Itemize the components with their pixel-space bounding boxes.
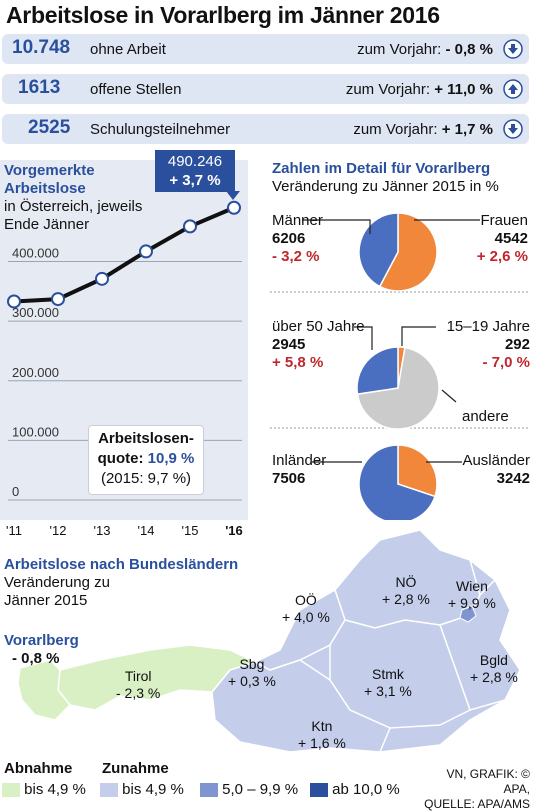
stat-compare: zum Vorjahr: + 11,0 % [345, 81, 493, 98]
arrow-up-icon [503, 79, 523, 99]
austria-map [17, 529, 521, 753]
series-line [13, 205, 235, 304]
y-tick-label: 200.000 [12, 365, 59, 380]
map-label-stmk: Stmk + 3,1 % [364, 666, 412, 699]
map-region-bgld [439, 578, 521, 711]
leader-line [401, 326, 436, 346]
legend-item-decrease: bis 4,9 % [2, 781, 86, 798]
y-tick-label: 0 [12, 484, 19, 499]
map-label-noe: NÖ + 2,8 % [382, 574, 430, 607]
map-label-ooe: OÖ + 4,0 % [282, 592, 330, 625]
map-label-bgld: Bgld + 2,8 % [470, 652, 518, 685]
x-tick-label: '15 [181, 523, 199, 538]
x-axis-labels: '11 '12 '13 '14 '15 '16 [0, 523, 248, 541]
pie-label-other: andere [462, 408, 509, 425]
map-label-wien: Wien + 9,9 % [448, 578, 496, 611]
leader-line [354, 326, 373, 350]
pie-slice-foreign [397, 444, 438, 498]
stat-label: offene Stellen [90, 81, 182, 98]
unemployment-rate-box: Arbeitslosen- quote: 10,9 % (2015: 9,7 %… [88, 425, 204, 495]
map-region-wien [459, 605, 477, 623]
data-point [95, 271, 109, 286]
legend-item-inc-low: bis 4,9 % [100, 781, 184, 798]
x-tick-label: '12 [49, 523, 67, 538]
data-point [51, 292, 65, 307]
pie-label-15-19: 15–19 Jahre 292- 7,0 % [446, 318, 530, 371]
pie-slice-women [378, 212, 438, 292]
x-tick-label: '13 [93, 523, 111, 538]
stat-value: 2525 [28, 117, 71, 138]
line-chart: 400.000 300.000 200.000 100.000 0 [7, 200, 242, 501]
callout-pointer [226, 191, 240, 200]
pie-slice-men [358, 212, 399, 288]
arrow-down-icon [503, 39, 523, 59]
stat-bar-trainees: 2525 Schulungsteilnehmer zum Vorjahr: + … [2, 114, 529, 144]
legend-decrease-title: Abnahme [4, 760, 73, 777]
pie-label-domestic: Inländer 7506 [272, 452, 327, 487]
leader-line [302, 219, 371, 234]
legend-increase-title: Zunahme [102, 760, 169, 777]
stat-bar-open-positions: 1613 offene Stellen zum Vorjahr: + 11,0 … [2, 74, 529, 104]
stat-label: Schulungsteilnehmer [90, 121, 231, 138]
stat-label: ohne Arbeit [90, 41, 166, 58]
map-label-tirol: Tirol - 2,3 % [116, 668, 161, 701]
stat-compare: zum Vorjahr: - 0,8 % [357, 41, 493, 58]
x-tick-label: '16 [225, 523, 243, 538]
data-point [183, 219, 197, 234]
x-tick-label: '14 [137, 523, 155, 538]
x-tick-label: '11 [6, 523, 22, 538]
line-chart-title: Vorgemerkte Arbeitslose in Österreich, j… [4, 162, 143, 233]
y-tick-label: 400.000 [12, 246, 59, 261]
source-credit: VN, GRAFIK: © APA, QUELLE: APA/AMS [424, 767, 530, 811]
pie-label-foreign: Ausländer 3242 [462, 452, 530, 487]
stat-value: 10.748 [12, 37, 71, 58]
pie-label-men: Männer 6206- 3,2 % [272, 212, 323, 265]
map-header: Arbeitslose nach Bundesländern Veränderu… [4, 556, 239, 609]
y-tick-label: 300.000 [12, 305, 59, 320]
stat-compare: zum Vorjahr: + 1,7 % [353, 121, 493, 138]
map-label-sbg: Sbg + 0,3 % [228, 656, 276, 689]
data-point [7, 294, 21, 309]
map-region-vorarlberg [17, 659, 72, 721]
pie-label-over-50: über 50 Jahre 2945 + 5,8 % [272, 318, 365, 371]
leader-line [441, 389, 457, 403]
data-point [227, 200, 241, 215]
arrow-down-icon [503, 119, 523, 139]
stat-bar-unemployed: 10.748 ohne Arbeit zum Vorjahr: - 0,8 % [2, 34, 529, 64]
pie-charts [270, 212, 528, 520]
legend-item-inc-mid: 5,0 – 9,9 % [200, 781, 298, 798]
map-vorarlberg-label: Vorarlberg - 0,8 % [4, 632, 79, 667]
pies-header: Zahlen im Detail für Vorarlberg Veränder… [272, 160, 499, 195]
stat-value: 1613 [18, 77, 61, 98]
y-tick-label: 100.000 [12, 424, 59, 439]
line-chart-callout: 490.246 + 3,7 % [155, 150, 235, 192]
legend-item-inc-high: ab 10,0 % [310, 781, 400, 798]
map-region-tirol [57, 644, 258, 711]
page-title: Arbeitslose in Vorarlberg im Jänner 2016 [6, 2, 440, 28]
pie-slice-domestic [358, 444, 436, 520]
pie-label-women: Frauen 4542 + 2,6 % [476, 212, 528, 265]
pie-slice-over-50 [356, 346, 399, 396]
map-label-ktn: Ktn + 1,6 % [298, 718, 346, 751]
data-point [139, 244, 153, 259]
